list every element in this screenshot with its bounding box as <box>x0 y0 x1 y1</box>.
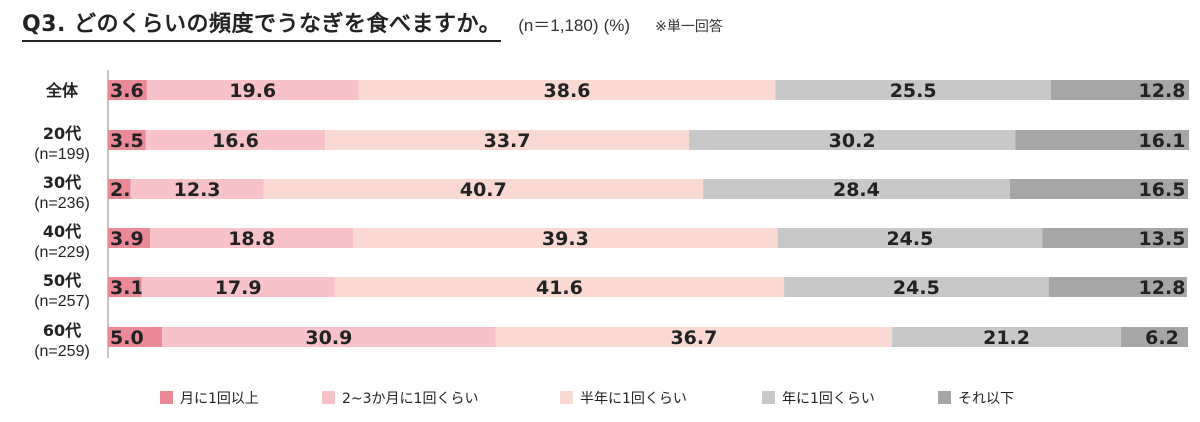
bar-segment <box>353 228 778 248</box>
bar-segment <box>1015 130 1190 150</box>
data-label: 30.9 <box>305 327 352 349</box>
data-label: 19.6 <box>229 80 276 102</box>
legend-swatch <box>762 391 775 404</box>
data-label: 3.9 <box>110 228 144 250</box>
bar-segment <box>775 80 1051 100</box>
bar-segment <box>150 228 354 248</box>
category-label: 30代 <box>43 173 81 192</box>
bar-segment <box>777 228 1043 248</box>
data-label: 24.5 <box>886 228 933 250</box>
data-label: 28.4 <box>833 179 880 201</box>
chart-title-area: Q3. どのくらいの頻度でうなぎを食べますか。 (n＝1,180) (%) ※単… <box>22 6 723 42</box>
bar-segment <box>263 179 704 199</box>
category-label: 40代 <box>43 222 81 241</box>
bar-segment <box>108 228 151 248</box>
legend-swatch <box>560 391 573 404</box>
category-sample-size: (n=236) <box>34 195 90 212</box>
data-label: 12.8 <box>1139 80 1186 102</box>
category-sample-size: (n=199) <box>34 146 90 163</box>
legend-label: 2~3か月に1回くらい <box>342 391 478 407</box>
data-label: 18.8 <box>228 228 275 250</box>
legend-label: 年に1回くらい <box>782 391 875 407</box>
data-label: 3.5 <box>110 130 144 152</box>
data-label: 38.6 <box>544 80 591 102</box>
category-label: 50代 <box>43 271 81 290</box>
category-label: 全体 <box>45 81 79 100</box>
legend-label: 月に1回以上 <box>180 391 259 407</box>
data-label: 33.7 <box>484 130 531 152</box>
legend-swatch <box>160 391 173 404</box>
bar-segment <box>495 327 893 347</box>
chart-title: Q3. どのくらいの頻度でうなぎを食べますか。 <box>22 6 502 42</box>
data-label: 6.2 <box>1145 327 1179 349</box>
data-label: 30.2 <box>829 130 876 152</box>
legend-swatch <box>322 391 335 404</box>
legend-swatch <box>938 391 951 404</box>
bar-segment <box>1050 80 1190 100</box>
bar-segment <box>358 80 776 100</box>
bar-segment <box>334 277 785 297</box>
bar-segment <box>108 277 142 297</box>
legend-label: 半年に1回くらい <box>580 391 687 407</box>
bar-segment <box>1009 179 1188 199</box>
bar-segment <box>784 277 1049 297</box>
bar-segment <box>130 179 264 199</box>
data-label: 12.8 <box>1139 277 1186 299</box>
category-label: 60代 <box>43 321 81 340</box>
bar-segment <box>145 130 326 150</box>
data-label: 25.5 <box>890 80 937 102</box>
data-label: 16.5 <box>1139 179 1186 201</box>
data-label: 12.3 <box>174 179 221 201</box>
bar-segment <box>108 80 147 100</box>
bar-segment <box>892 327 1122 347</box>
bar-segment <box>1042 228 1188 248</box>
bar-segment <box>689 130 1016 150</box>
category-label: 20代 <box>43 124 81 143</box>
bar-segment <box>108 179 131 199</box>
data-label: 13.5 <box>1139 228 1186 250</box>
bar-segment <box>108 327 162 347</box>
data-label: 24.5 <box>893 277 940 299</box>
data-label: 3.1 <box>110 277 144 299</box>
bar-segment <box>162 327 496 347</box>
sample-size: (n＝1,180) <box>518 16 599 35</box>
data-label: 3.6 <box>110 80 144 102</box>
data-label: 36.7 <box>670 327 717 349</box>
bar-segment <box>141 277 335 297</box>
data-label: 40.7 <box>460 179 507 201</box>
unit-label: (%) <box>603 16 631 35</box>
bar-segment <box>146 80 359 100</box>
data-label: 16.6 <box>212 130 259 152</box>
category-sample-size: (n=229) <box>34 244 90 261</box>
bar-segment <box>108 130 146 150</box>
data-label: 17.9 <box>215 277 262 299</box>
data-label: 39.3 <box>542 228 589 250</box>
data-label: 16.1 <box>1139 130 1186 152</box>
bar-segment <box>703 179 1010 199</box>
data-label: 41.6 <box>536 277 583 299</box>
bar-segment <box>325 130 690 150</box>
bar-segment <box>1121 327 1188 347</box>
data-label: 5.0 <box>110 327 144 349</box>
legend-label: それ以下 <box>958 391 1014 407</box>
bar-segment <box>1048 277 1187 297</box>
answer-note: ※単一回答 <box>655 19 723 35</box>
category-sample-size: (n=257) <box>34 293 90 310</box>
data-label: 21.2 <box>983 327 1030 349</box>
category-sample-size: (n=259) <box>34 343 90 360</box>
